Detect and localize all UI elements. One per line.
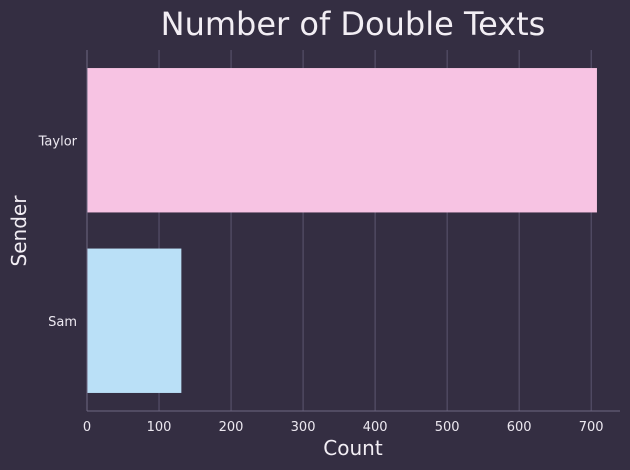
bar-sam: [87, 248, 182, 393]
bar-taylor: [87, 68, 597, 213]
chart-title: Number of Double Texts: [161, 5, 546, 43]
y-tick-label: Taylor: [38, 134, 78, 149]
x-tick-label: 300: [291, 420, 316, 435]
x-tick-label: 0: [83, 420, 91, 435]
x-tick-label: 500: [435, 420, 460, 435]
x-tick-label: 700: [579, 420, 604, 435]
bars: [87, 68, 597, 393]
axes: [86, 50, 620, 412]
x-axis-label: Count: [323, 436, 383, 460]
tick-labels: 0 100 200 300 400 500 600 700 Taylor Sam: [38, 134, 604, 435]
x-tick-label: 600: [507, 420, 532, 435]
y-tick-label: Sam: [48, 315, 77, 330]
x-tick-label: 100: [147, 420, 172, 435]
x-tick-label: 400: [363, 420, 388, 435]
y-axis-label: Sender: [7, 195, 31, 267]
x-tick-label: 200: [219, 420, 244, 435]
